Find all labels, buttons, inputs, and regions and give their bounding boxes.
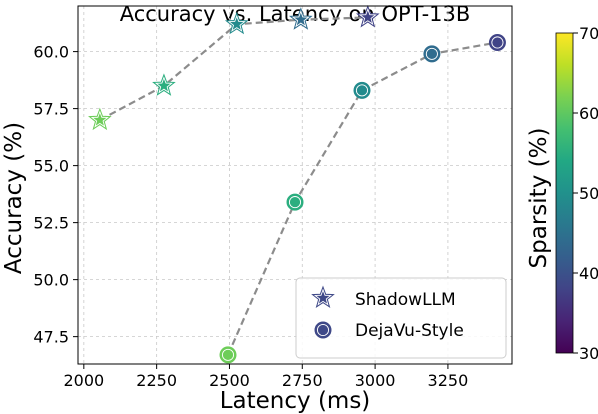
y-tick-label: 55.0 bbox=[33, 157, 69, 176]
series-markers bbox=[88, 4, 506, 364]
y-tick-label: 60.0 bbox=[33, 43, 69, 62]
colorbar-tick-label: 40 bbox=[579, 264, 598, 283]
legend-entry-dejavu-style: DejaVu-Style bbox=[314, 321, 464, 341]
colorbar-gradient bbox=[555, 32, 574, 354]
x-tick-label: 2250 bbox=[136, 371, 177, 390]
data-point-1-2-inner-outline bbox=[355, 84, 369, 97]
data-point-1-0-inner-outline bbox=[221, 348, 235, 361]
y-axis-label: Accuracy (%) bbox=[1, 122, 27, 274]
data-point-0-2 bbox=[224, 11, 249, 35]
legend-label-dejavu-style: DejaVu-Style bbox=[355, 321, 464, 341]
data-point-0-4-inner-outline bbox=[358, 7, 377, 26]
legend-circle-icon bbox=[314, 321, 332, 339]
legend-marker-circle-inner-outline bbox=[316, 323, 330, 337]
x-tick-label: 3250 bbox=[428, 371, 469, 390]
data-point-0-3-inner-outline bbox=[291, 10, 310, 28]
x-tick-label: 2000 bbox=[63, 371, 104, 390]
data-point-0-1 bbox=[152, 73, 176, 96]
colorbar-label: Sparsity (%) bbox=[526, 128, 552, 269]
legend-marker-star-inner-outline bbox=[313, 288, 333, 306]
axis-ticks: 2000 2250 2500 2750 3000 3250 47.5 50.0 52.5 55.0… bbox=[33, 43, 468, 390]
series-line-0 bbox=[99, 16, 368, 121]
x-tick-label: 2750 bbox=[282, 371, 323, 390]
legend-label-shadowllm: ShadowLLM bbox=[355, 290, 456, 310]
colorbar-tick-label: 60 bbox=[579, 104, 598, 123]
legend-entry-shadowllm: ShadowLLM bbox=[311, 285, 456, 310]
legend-box bbox=[295, 277, 507, 359]
data-point-1-4-inner-outline bbox=[491, 36, 504, 49]
colorbar-ticks: 30 40 50 60 70 bbox=[573, 24, 598, 363]
y-tick-label: 50.0 bbox=[33, 271, 69, 290]
colorbar: 30 40 50 60 70 Sparsity (%) bbox=[526, 24, 598, 363]
colorbar-tick-label: 30 bbox=[579, 344, 598, 363]
data-point-0-0-inner-outline bbox=[90, 110, 109, 128]
x-axis-label: Latency (ms) bbox=[220, 388, 371, 414]
data-point-0-3 bbox=[288, 7, 313, 30]
legend-star-icon bbox=[311, 285, 335, 309]
x-tick-label: 2500 bbox=[209, 371, 250, 390]
legend: ShadowLLM DejaVu-Style bbox=[295, 277, 507, 359]
data-point-0-2-inner-outline bbox=[227, 14, 246, 32]
legend-marker-star bbox=[311, 285, 335, 309]
y-tick-label: 52.5 bbox=[33, 214, 69, 233]
y-tick-label: 47.5 bbox=[33, 328, 69, 347]
x-tick-label: 3000 bbox=[355, 371, 396, 390]
colorbar-tick-label: 70 bbox=[579, 24, 598, 43]
plot-frame bbox=[77, 5, 513, 365]
colorbar-tick-label: 50 bbox=[579, 184, 598, 203]
data-point-1-3-inner-outline bbox=[425, 47, 438, 60]
y-tick-label: 57.5 bbox=[33, 100, 69, 119]
data-point-0-0 bbox=[88, 107, 112, 131]
data-point-0-1-inner-outline bbox=[154, 76, 173, 94]
data-point-1-1-inner-outline bbox=[288, 196, 302, 209]
data-point-0-4 bbox=[355, 4, 380, 28]
